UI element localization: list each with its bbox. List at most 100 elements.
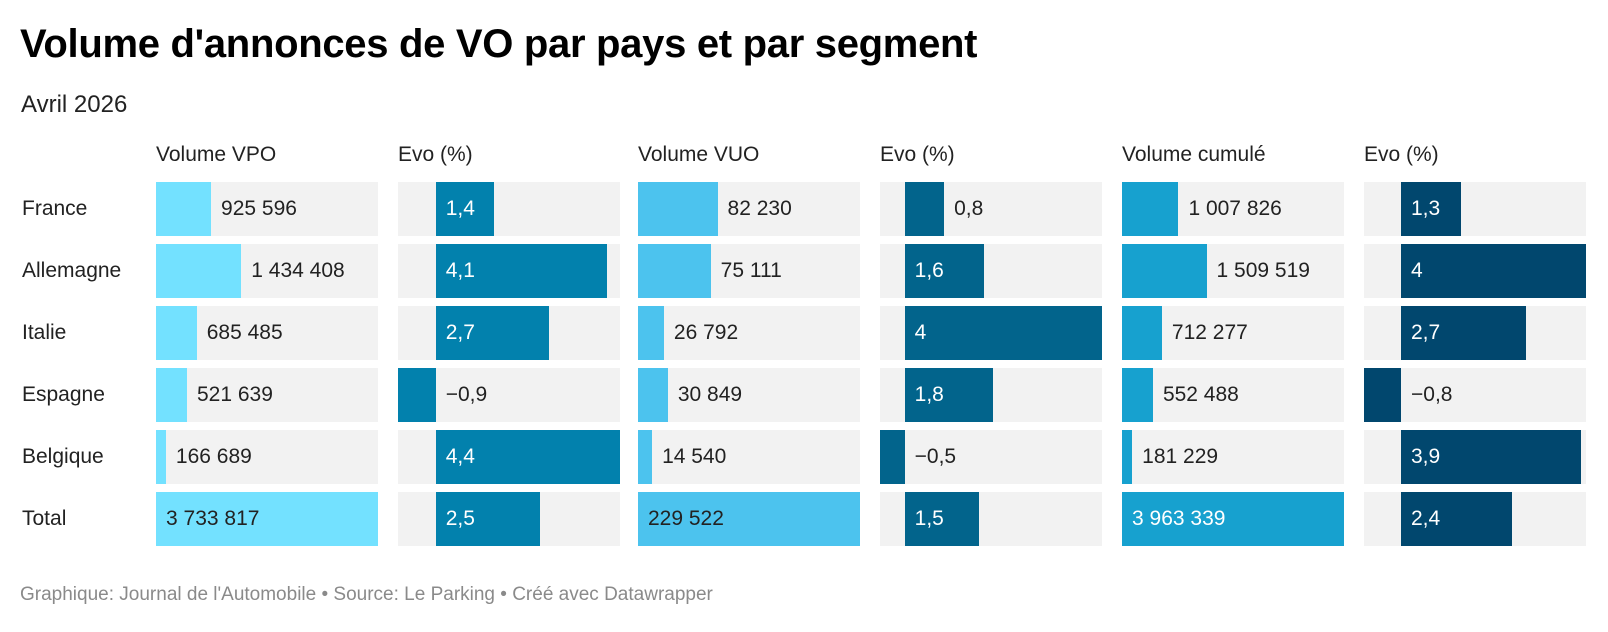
- chart-title: Volume d'annonces de VO par pays et par …: [20, 22, 978, 66]
- table-cell: 1 007 826: [1122, 182, 1344, 236]
- bar: [1401, 492, 1512, 546]
- value-label: 82 230: [727, 197, 792, 220]
- table-cell: 925 596: [156, 182, 378, 236]
- table-cell: 166 689: [156, 430, 378, 484]
- bar: [904, 182, 945, 236]
- table-cell: 2,7: [1364, 306, 1586, 360]
- value-label: 1 434 408: [251, 259, 345, 282]
- bar: [1122, 368, 1153, 422]
- value-label: 1,5: [914, 507, 944, 530]
- value-label: 1,4: [445, 197, 475, 220]
- value-label: 4: [914, 321, 927, 344]
- bar: [638, 244, 711, 298]
- bar: [880, 430, 905, 484]
- table-cell: 26 792: [638, 306, 860, 360]
- bar: [156, 430, 166, 484]
- table-cell: 75 111: [638, 244, 860, 298]
- bar: [638, 430, 653, 484]
- bar: [435, 492, 541, 546]
- bar: [156, 244, 242, 298]
- value-label: 2,4: [1411, 507, 1441, 530]
- bar: [638, 182, 718, 236]
- table-cell: −0,5: [880, 430, 1102, 484]
- bar: [156, 182, 212, 236]
- table-cell: 4,1: [398, 244, 620, 298]
- bar: [1122, 492, 1344, 546]
- table-cell: 712 277: [1122, 306, 1344, 360]
- value-label: −0,9: [445, 383, 488, 406]
- bar: [1401, 244, 1586, 298]
- value-label: 925 596: [221, 197, 297, 220]
- value-label: 4,4: [445, 445, 475, 468]
- table-cell: 1,5: [880, 492, 1102, 546]
- row-label: Total: [22, 507, 67, 530]
- bar: [398, 368, 436, 422]
- value-label: 2,7: [445, 321, 475, 344]
- value-label: 75 111: [720, 259, 782, 282]
- table-cell: 181 229: [1122, 430, 1344, 484]
- bar: [1122, 244, 1207, 298]
- table-cell: −0,9: [398, 368, 620, 422]
- column-header: Evo (%): [1364, 143, 1439, 166]
- column-header: Evo (%): [880, 143, 955, 166]
- table-cell: 2,4: [1364, 492, 1586, 546]
- value-label: 14 540: [662, 445, 727, 468]
- table-cell: 1 434 408: [156, 244, 378, 298]
- value-label: 685 485: [206, 321, 283, 344]
- table-cell: 1,3: [1364, 182, 1586, 236]
- bar: [435, 244, 608, 298]
- table-cell: 30 849: [638, 368, 860, 422]
- value-label: −0,5: [914, 445, 957, 468]
- value-label: 229 522: [648, 507, 724, 530]
- table-cell: 2,5: [398, 492, 620, 546]
- value-label: 712 277: [1171, 321, 1248, 344]
- value-label: 521 639: [197, 383, 273, 406]
- value-label: 1 509 519: [1216, 259, 1310, 282]
- value-label: 30 849: [677, 383, 743, 406]
- bar: [435, 182, 495, 236]
- column-header: Volume VPO: [156, 143, 277, 166]
- bar: [156, 492, 378, 546]
- bar: [904, 492, 979, 546]
- table-cell: −0,8: [1364, 368, 1586, 422]
- table-cell: 2,7: [398, 306, 620, 360]
- bar: [904, 368, 994, 422]
- bar: [1122, 430, 1133, 484]
- bar: [1364, 368, 1401, 422]
- value-label: 3 733 817: [166, 507, 260, 530]
- table-cell: 229 522: [638, 492, 860, 546]
- bar: [435, 306, 549, 360]
- table-cell: 1 509 519: [1122, 244, 1344, 298]
- bar: [1122, 182, 1179, 236]
- bar: [156, 306, 197, 360]
- row-label: Italie: [22, 321, 67, 344]
- table-cell: 0,8: [880, 182, 1102, 236]
- table-cell: 14 540: [638, 430, 860, 484]
- bar: [156, 368, 187, 422]
- table-cell: 3 733 817: [156, 492, 378, 546]
- value-label: 3 963 339: [1132, 507, 1226, 530]
- table-cell: 1,6: [880, 244, 1102, 298]
- bar: [1122, 306, 1162, 360]
- bar: [435, 430, 620, 484]
- table-cell: 1,4: [398, 182, 620, 236]
- row-label: Belgique: [22, 445, 104, 468]
- value-label: −0,8: [1411, 383, 1453, 406]
- value-label: 552 488: [1162, 383, 1239, 406]
- row-label: Allemagne: [22, 259, 122, 282]
- table-cell: 1,8: [880, 368, 1102, 422]
- chart-subtitle: Avril 2026: [21, 91, 128, 118]
- value-label: 166 689: [175, 445, 252, 468]
- table-cell: 4: [880, 306, 1102, 360]
- value-label: 1,3: [1411, 197, 1441, 220]
- bar: [904, 244, 984, 298]
- value-label: 3,9: [1411, 445, 1441, 468]
- table-cell: 3 963 339: [1122, 492, 1344, 546]
- bar: [638, 492, 860, 546]
- table-cell: 4,4: [398, 430, 620, 484]
- bar: [1401, 430, 1582, 484]
- bar: [1401, 182, 1462, 236]
- value-label: 4,1: [445, 259, 475, 282]
- row-label: France: [22, 197, 88, 220]
- table-cell: 82 230: [638, 182, 860, 236]
